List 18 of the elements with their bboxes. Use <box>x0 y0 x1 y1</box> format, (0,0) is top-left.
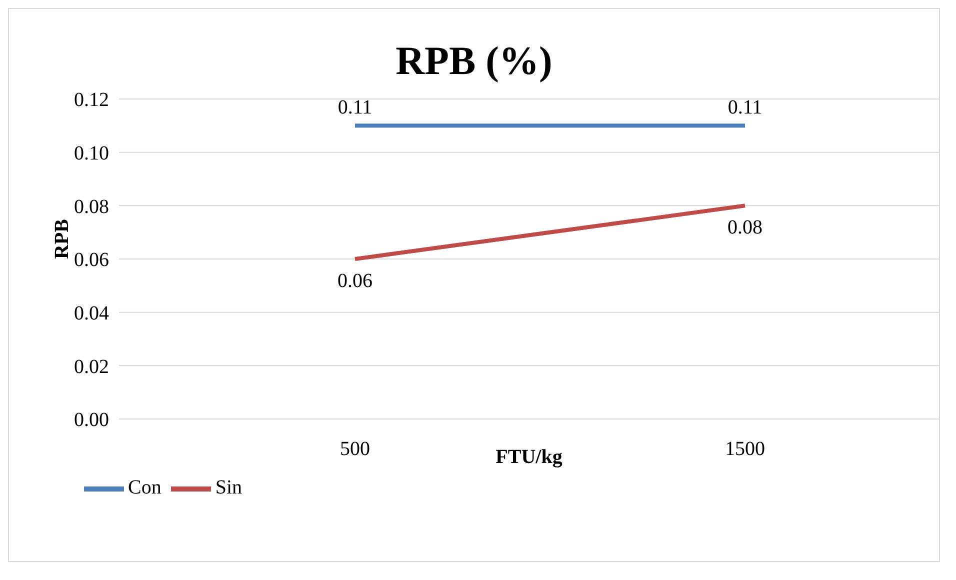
data-label: 0.06 <box>338 270 372 292</box>
y-tick-label: 0.10 <box>74 142 109 164</box>
y-axis-title: RPB <box>51 219 74 259</box>
x-axis-title: FTU/kg <box>496 446 562 468</box>
y-tick-label: 0.08 <box>74 196 109 218</box>
y-tick-label: 0.02 <box>74 356 109 378</box>
y-tick-label: 0.04 <box>74 302 109 324</box>
y-tick-label: 0.06 <box>74 249 109 272</box>
chart-title: RPB (%) <box>394 37 554 85</box>
x-tick-label: 500 <box>340 438 370 460</box>
data-label: 0.11 <box>728 96 762 119</box>
data-label: 0.11 <box>338 96 372 119</box>
legend-label: Con <box>128 476 162 499</box>
legend-label: Sin <box>215 476 242 499</box>
data-label: 0.08 <box>728 216 762 239</box>
y-tick-label: 0.00 <box>74 409 109 432</box>
y-tick-label: 0.12 <box>74 89 109 112</box>
x-tick-label: 1500 <box>725 438 765 460</box>
